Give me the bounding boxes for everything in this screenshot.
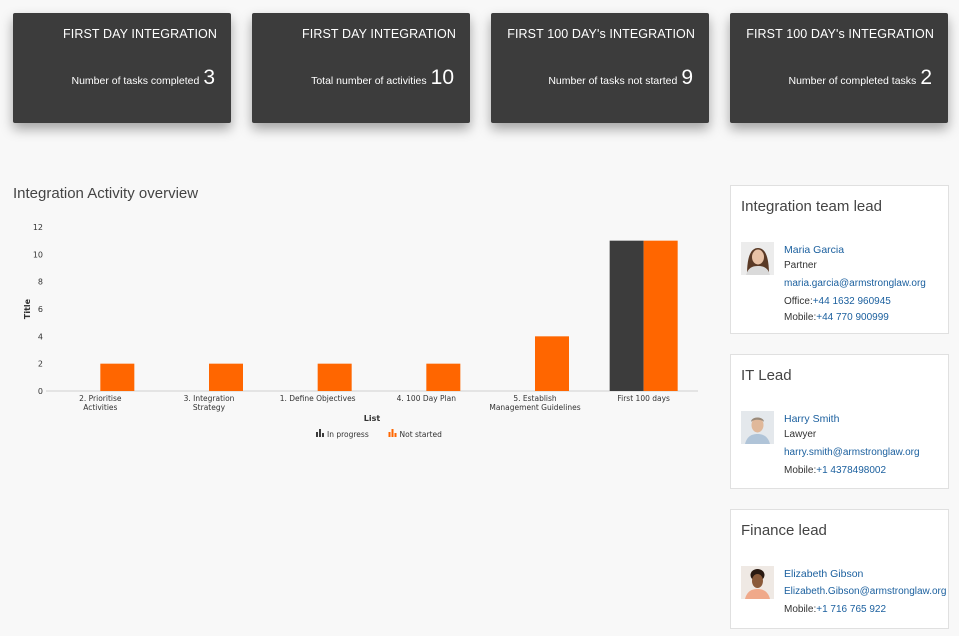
- y-tick-label: 8: [38, 278, 43, 287]
- y-tick-label: 0: [38, 387, 43, 396]
- avatar: [741, 566, 774, 599]
- contact-details: Maria Garcia Partner maria.garcia@armstr…: [784, 242, 926, 326]
- integration-activity-chart: 0 2 4 6 8 10 12 2. Prioritise Activities 3. Integ…: [23, 223, 698, 439]
- office-phone-link[interactable]: +44 1632 960945: [812, 296, 891, 307]
- mobile-label: Mobile:: [784, 312, 817, 323]
- mobile-phone-row: Mobile:+44 770 900999: [784, 310, 926, 326]
- legend-bar-icon: [391, 429, 394, 437]
- avatar: [741, 242, 774, 275]
- mobile-phone-link[interactable]: +1 716 765 922: [816, 604, 887, 615]
- x-axis-title: List: [364, 414, 381, 423]
- office-label: Office:: [784, 296, 813, 307]
- contact-email-link[interactable]: harry.smith@armstronglaw.org: [784, 447, 920, 458]
- legend-item[interactable]: In progress: [316, 429, 369, 439]
- kpi-label: Number of tasks completed: [71, 75, 200, 87]
- contact-name-link[interactable]: Maria Garcia: [784, 244, 845, 256]
- legend-bar-icon: [316, 432, 318, 437]
- kpi-row: Number of tasks not started 9: [548, 67, 693, 88]
- legend-bar-icon: [394, 433, 397, 437]
- it-lead-card: IT Lead Harry Smith Lawyer harry.smith@a…: [730, 354, 949, 489]
- card-title: Integration team lead: [741, 198, 882, 215]
- card-title: IT Lead: [741, 367, 792, 384]
- kpi-row: Number of tasks completed 3: [72, 67, 216, 88]
- kpi-label: Number of completed tasks: [788, 75, 917, 87]
- kpi-card-tasks-not-started: FIRST 100 DAY's INTEGRATION Number of ta…: [491, 13, 709, 123]
- y-tick-label: 12: [33, 223, 43, 232]
- y-tick-label: 6: [38, 305, 43, 314]
- bar-not-started: [209, 363, 243, 391]
- legend-label: Not started: [400, 430, 443, 439]
- mobile-phone-link[interactable]: +1 4378498002: [816, 465, 887, 476]
- contact-name-link[interactable]: Harry Smith: [784, 413, 840, 425]
- contact-name-link[interactable]: Elizabeth Gibson: [784, 568, 864, 580]
- bar-not-started: [100, 363, 135, 391]
- mobile-label: Mobile:: [784, 604, 817, 615]
- avatar: [741, 411, 774, 444]
- y-tick-label: 10: [33, 250, 43, 259]
- kpi-label: Number of tasks not started: [548, 75, 678, 87]
- bar-in-progress: [609, 240, 644, 391]
- mobile-phone-link[interactable]: +44 770 900999: [816, 312, 889, 323]
- kpi-row: Number of completed tasks 2: [789, 67, 933, 88]
- y-tick-label: 4: [38, 332, 43, 341]
- kpi-title: FIRST DAY INTEGRATION: [63, 27, 217, 41]
- kpi-value: 2: [920, 66, 932, 89]
- kpi-card-completed-tasks: FIRST 100 DAY's INTEGRATION Number of co…: [730, 13, 948, 123]
- chart-section-title: Integration Activity overview: [13, 185, 199, 202]
- x-tick-label: First 100 days: [617, 394, 670, 403]
- mobile-phone-row: Mobile:+1 4378498002: [784, 463, 920, 479]
- contact-details: Elizabeth Gibson Elizabeth.Gibson@armstr…: [784, 566, 946, 618]
- mobile-label: Mobile:: [784, 465, 817, 476]
- finance-lead-card: Finance lead Elizabeth Gibson Elizabeth.…: [730, 509, 949, 629]
- y-axis-title: Title: [23, 298, 32, 319]
- kpi-value: 3: [203, 66, 215, 89]
- x-tick-label: 1. Define Objectives: [280, 394, 356, 403]
- legend-item[interactable]: Not started: [388, 429, 443, 439]
- kpi-title: FIRST DAY INTEGRATION: [302, 27, 456, 41]
- contact-email-link[interactable]: maria.garcia@armstronglaw.org: [784, 278, 926, 289]
- x-tick-label: 2. Prioritise Activities: [79, 394, 122, 412]
- kpi-title: FIRST 100 DAY's INTEGRATION: [746, 27, 934, 41]
- contact-role: Lawyer: [784, 429, 817, 440]
- kpi-value: 10: [430, 66, 454, 89]
- mobile-phone-row: Mobile:+1 716 765 922: [784, 602, 946, 618]
- office-phone-row: Office:+44 1632 960945: [784, 294, 926, 310]
- legend-bar-icon: [319, 429, 321, 437]
- kpi-label: Total number of activities: [311, 75, 427, 87]
- contact-email-link[interactable]: Elizabeth.Gibson@armstronglaw.org: [784, 586, 947, 597]
- contact-details: Harry Smith Lawyer harry.smith@armstrong…: [784, 411, 920, 479]
- bar-not-started: [535, 336, 569, 391]
- legend-bar-icon: [322, 433, 324, 437]
- bar-not-started: [643, 240, 678, 391]
- kpi-card-total-activities: FIRST DAY INTEGRATION Total number of ac…: [252, 13, 470, 123]
- kpi-card-tasks-completed: FIRST DAY INTEGRATION Number of tasks co…: [13, 13, 231, 123]
- legend-label: In progress: [327, 430, 369, 439]
- legend-bar-icon: [388, 432, 391, 437]
- contact-role: Partner: [784, 260, 817, 271]
- y-tick-label: 2: [38, 360, 43, 369]
- kpi-title: FIRST 100 DAY's INTEGRATION: [507, 27, 695, 41]
- x-tick-label: 3. Integration Strategy: [184, 394, 235, 412]
- bar-not-started: [317, 363, 352, 391]
- kpi-row: Total number of activities 10: [311, 67, 454, 88]
- x-tick-label: 5. Establish Management Guidelines: [489, 394, 580, 412]
- x-tick-label: 4. 100 Day Plan: [397, 394, 457, 403]
- integration-team-lead-card: Integration team lead Maria Garcia Partn…: [730, 185, 949, 334]
- card-title: Finance lead: [741, 522, 827, 539]
- kpi-value: 9: [681, 66, 693, 89]
- bar-not-started: [426, 363, 461, 391]
